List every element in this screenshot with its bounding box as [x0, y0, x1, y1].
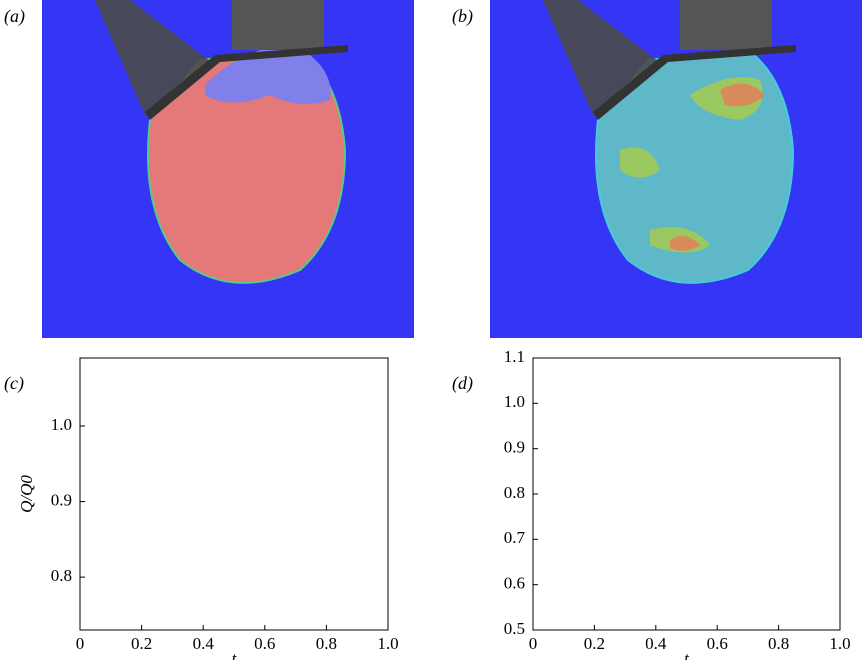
x-tick-label: 0	[529, 634, 538, 653]
panel-label: (b)	[452, 6, 473, 27]
y-tick-label: 0.7	[504, 528, 526, 547]
x-tick-label: 1.0	[829, 634, 850, 653]
x-tick-label: 0.2	[584, 634, 605, 653]
y-tick-label: 1.1	[504, 347, 525, 366]
x-tick-label: 0.6	[707, 634, 728, 653]
y-tick-label: 0.8	[504, 483, 525, 502]
x-tick-label: 0	[76, 634, 85, 653]
panel-label: (c)	[4, 373, 24, 394]
panel-label: (d)	[452, 373, 473, 394]
y-tick-label: 0.5	[504, 619, 525, 638]
x-tick-label: 0.6	[254, 634, 275, 653]
x-tick-label: 0.4	[645, 634, 667, 653]
x-tick-label: 0.8	[768, 634, 789, 653]
y-tick-label: 0.9	[51, 490, 72, 509]
y-tick-label: 1.0	[51, 415, 72, 434]
render-a	[42, 0, 414, 338]
render-b	[490, 0, 862, 338]
plot-frame	[532, 357, 841, 631]
y-axis-label: Q/Q0	[17, 475, 36, 513]
plot-frame	[79, 357, 389, 631]
x-tick-label: 0.2	[131, 634, 152, 653]
y-tick-label: 0.8	[51, 566, 72, 585]
x-tick-label: 0.4	[193, 634, 215, 653]
y-tick-label: 0.6	[504, 574, 525, 593]
y-tick-label: 1.0	[504, 392, 525, 411]
x-tick-label: 1.0	[377, 634, 398, 653]
x-tick-label: 0.8	[316, 634, 337, 653]
panel-label: (a)	[4, 6, 25, 27]
x-axis-label: t	[684, 649, 690, 660]
y-tick-label: 0.9	[504, 438, 525, 457]
x-axis-label: t	[232, 649, 238, 660]
